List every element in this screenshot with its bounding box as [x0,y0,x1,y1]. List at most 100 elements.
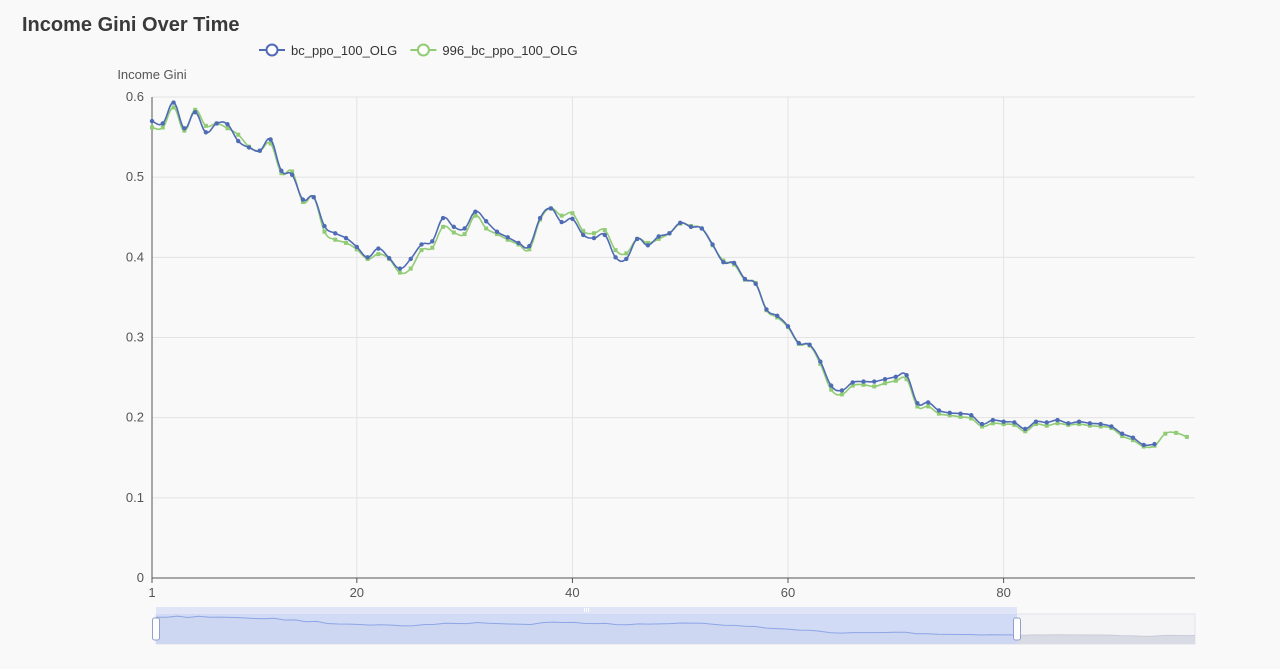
data-point[interactable] [624,256,629,262]
data-point[interactable] [203,130,209,135]
data-point[interactable] [990,417,996,423]
data-point[interactable] [150,125,154,130]
data-point[interactable] [1076,419,1082,424]
data-point[interactable] [289,172,295,177]
data-point[interactable] [1012,422,1017,427]
data-point[interactable] [581,228,586,233]
data-point[interactable] [344,240,349,245]
data-point[interactable] [667,231,672,236]
data-point[interactable] [1044,423,1049,428]
data-point[interactable] [246,145,252,150]
data-point[interactable] [419,242,424,247]
data-point[interactable] [365,255,370,260]
data-point[interactable] [462,232,467,237]
data-point[interactable] [182,126,187,131]
data-point[interactable] [171,100,176,105]
data-point[interactable] [1087,423,1092,428]
data-point[interactable] [1120,431,1125,436]
data-point[interactable] [753,281,758,286]
data-point[interactable] [602,228,607,233]
data-point[interactable] [925,400,931,405]
data-point[interactable] [861,382,866,387]
data-point[interactable] [979,421,985,427]
data-point[interactable] [602,232,607,238]
data-point[interactable] [192,110,198,115]
data-point[interactable] [1098,421,1103,427]
data-point[interactable] [376,252,381,257]
data-point[interactable] [958,411,963,416]
data-point[interactable] [494,229,500,234]
data-point[interactable] [829,387,834,392]
data-point[interactable] [462,226,467,231]
legend-item[interactable]: 996_bc_ppo_100_OLG [410,43,578,58]
data-point[interactable] [1033,422,1038,427]
data-point[interactable] [1023,429,1028,434]
data-point[interactable] [570,216,575,222]
data-point[interactable] [990,421,995,426]
data-point[interactable] [354,247,359,252]
data-point[interactable] [386,255,392,261]
data-point[interactable] [1098,424,1103,429]
data-point[interactable] [160,121,165,126]
data-point[interactable] [915,401,920,406]
data-point[interactable] [1055,417,1060,423]
data-point[interactable] [300,200,305,205]
data-point[interactable] [149,118,155,124]
data-point[interactable] [807,342,812,347]
data-point[interactable] [559,219,564,225]
data-point[interactable] [710,242,715,247]
legend[interactable]: bc_ppo_100_OLG 996_bc_ppo_100_OLG [259,43,578,58]
data-point[interactable] [980,424,985,429]
data-point[interactable] [300,197,306,202]
data-point[interactable] [1130,438,1135,443]
data-point[interactable] [1120,434,1125,439]
data-point[interactable] [936,408,942,413]
data-point[interactable] [516,240,521,246]
data-point[interactable] [257,148,262,153]
data-point[interactable] [1033,419,1039,424]
data-point[interactable] [1087,421,1093,426]
data-point[interactable] [225,122,230,127]
data-point[interactable] [537,215,543,221]
data-point[interactable] [1077,422,1082,427]
data-point[interactable] [958,414,963,419]
data-point[interactable] [645,243,651,248]
data-point[interactable] [828,383,834,388]
data-point[interactable] [581,232,586,238]
zoom-handle-right[interactable] [1013,617,1021,641]
data-point[interactable] [473,209,478,214]
data-point[interactable] [397,270,402,275]
data-point[interactable] [1109,424,1114,429]
data-point[interactable] [947,413,952,418]
data-point[interactable] [419,248,424,253]
data-point[interactable] [441,224,446,229]
data-point[interactable] [193,107,198,112]
data-point[interactable] [440,215,446,221]
data-point[interactable] [1141,442,1146,448]
data-point[interactable] [483,219,489,224]
data-point[interactable] [236,132,241,137]
data-point[interactable] [893,378,898,383]
data-point[interactable] [376,246,381,251]
data-point[interactable] [688,224,694,230]
data-point[interactable] [290,169,295,174]
data-point[interactable] [893,374,899,379]
data-point[interactable] [883,381,888,386]
data-point[interactable] [494,232,499,237]
data-point[interactable] [214,121,219,126]
data-point[interactable] [451,224,457,230]
data-zoom-slider[interactable] [152,607,1196,645]
data-point[interactable] [591,235,597,241]
data-point[interactable] [613,248,618,253]
data-point[interactable] [430,245,435,250]
data-point[interactable] [408,266,413,271]
data-point[interactable] [473,213,478,218]
data-point[interactable] [850,383,855,388]
data-point[interactable] [1163,431,1168,436]
data-point[interactable] [645,240,650,245]
data-point[interactable] [397,266,403,271]
data-point[interactable] [171,105,176,110]
data-point[interactable] [796,340,801,346]
data-point[interactable] [1066,421,1071,426]
data-point[interactable] [591,231,596,236]
